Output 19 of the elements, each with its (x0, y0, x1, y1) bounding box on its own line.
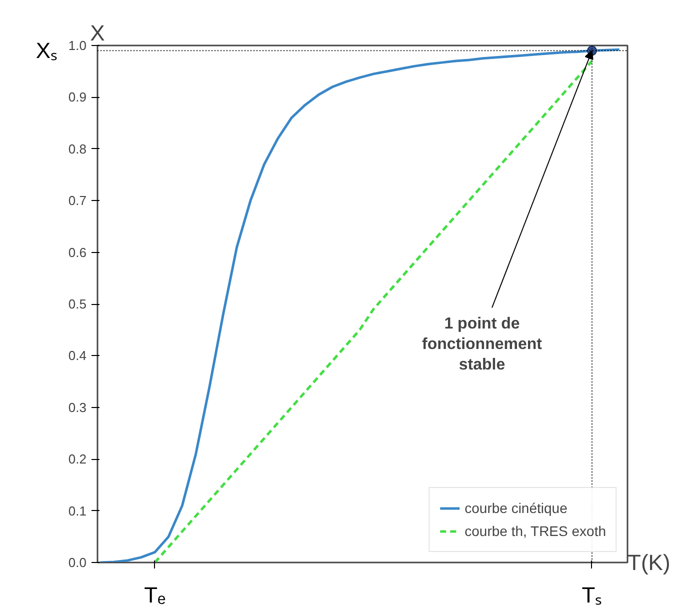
y-tick-label: 0.6 (68, 244, 87, 260)
y-tick-label: 0.1 (68, 503, 87, 518)
y-tick-label: 0.3 (68, 400, 87, 415)
legend-label: courbe cinétique (464, 500, 568, 516)
annotation: 1 point de fonctionnement stable (422, 316, 543, 374)
y-tick-label: 0.0 (68, 555, 87, 570)
y-tick-label: 0.7 (68, 193, 87, 208)
y-tick-label: 0.9 (68, 90, 87, 105)
legend-label: courbe th, TRES exoth (464, 523, 606, 539)
y-tick-label: 0.2 (68, 452, 87, 467)
y-tick-label: 0.8 (68, 141, 87, 156)
x-axis-title: T(K) (628, 550, 670, 575)
y-tick-label: 0.5 (68, 296, 87, 312)
x-tick-label: Tₛ (582, 582, 602, 608)
y-axis-title: X (90, 20, 106, 46)
y-tick-label: 0.4 (68, 348, 87, 364)
y-tick-label: 1.0 (68, 38, 87, 53)
x-tick-label: Tₑ (144, 582, 166, 608)
ref-line-label: Xₛ (36, 38, 58, 64)
